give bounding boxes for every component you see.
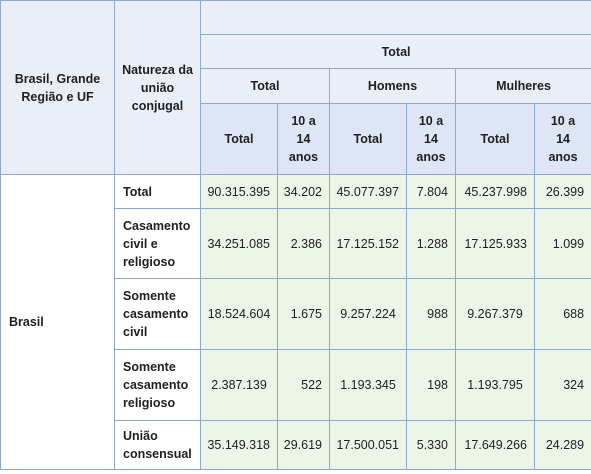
cell-value: 35.149.318	[200, 420, 278, 470]
header-nature: Natureza da união conjugal	[114, 0, 201, 175]
cell-value: 1.193.345	[329, 349, 407, 421]
cell-value: 17.125.152	[329, 208, 407, 279]
cell-value: 26.399	[533, 174, 591, 209]
cell-value: 18.524.604	[200, 278, 278, 350]
cell-value: 688	[533, 278, 591, 350]
header-group-homens: Homens	[329, 68, 456, 104]
header-sub-total-3: Total	[455, 103, 535, 175]
cell-value: 1.193.795	[455, 349, 535, 421]
cell-value: 2.386	[277, 208, 330, 279]
header-sub-total-1: Total	[200, 103, 278, 175]
cell-value: 1.099	[533, 208, 591, 279]
header-sub-age-1: 10 a 14 anos	[277, 103, 330, 175]
cell-value: 45.077.397	[329, 174, 407, 209]
header-group-mulheres: Mulheres	[454, 68, 591, 104]
cell-value: 988	[406, 278, 456, 350]
header-sub-total-2: Total	[329, 103, 407, 175]
cell-value: 45.237.998	[455, 174, 535, 209]
table-row: Somente casamento civil 18.524.604 1.675…	[1, 278, 591, 350]
row-label: Somente casamento religioso	[114, 349, 201, 421]
cell-value: 17.500.051	[329, 420, 407, 470]
cell-value: 9.257.224	[329, 278, 407, 350]
table-row: Somente casamento religioso 2.387.139 52…	[1, 349, 591, 421]
row-label: Somente casamento civil	[114, 278, 201, 350]
header-spacer	[199, 0, 591, 35]
cell-value: 17.649.266	[455, 420, 535, 470]
cell-value: 2.387.139	[200, 349, 278, 421]
row-label: Total	[114, 174, 201, 209]
cell-value: 1.675	[277, 278, 330, 350]
cell-value: 522	[277, 349, 330, 421]
table-row: Casamento civil e religioso 34.251.085 2…	[1, 208, 591, 279]
header-region: Brasil, Grande Região e UF	[0, 0, 115, 175]
cell-value: 324	[533, 349, 591, 421]
cell-value: 34.202	[277, 174, 330, 209]
region-cell: Brasil	[0, 174, 115, 470]
cell-value: 90.315.395	[200, 174, 278, 209]
cell-value: 17.125.933	[455, 208, 535, 279]
row-label: União consensual	[114, 420, 201, 470]
cell-value: 198	[406, 349, 456, 421]
table-row: União consensual 35.149.318 29.619 17.50…	[1, 420, 591, 470]
cell-value: 34.251.085	[200, 208, 278, 279]
header-sub-age-2: 10 a 14 anos	[406, 103, 456, 175]
cell-value: 9.267.379	[455, 278, 535, 350]
header-group-total: Total	[200, 68, 330, 104]
cell-value: 1.288	[406, 208, 456, 279]
table-row: Brasil Total 90.315.395 34.202 45.077.39…	[0, 174, 591, 470]
header-sub-age-3: 10 a 14 anos	[533, 103, 591, 175]
cell-value: 24.289	[533, 420, 591, 470]
cell-value: 5.330	[406, 420, 456, 470]
cell-value: 7.804	[406, 174, 456, 209]
row-label: Casamento civil e religioso	[114, 208, 201, 279]
header-top-total: Total	[199, 34, 591, 69]
cell-value: 29.619	[277, 420, 330, 470]
